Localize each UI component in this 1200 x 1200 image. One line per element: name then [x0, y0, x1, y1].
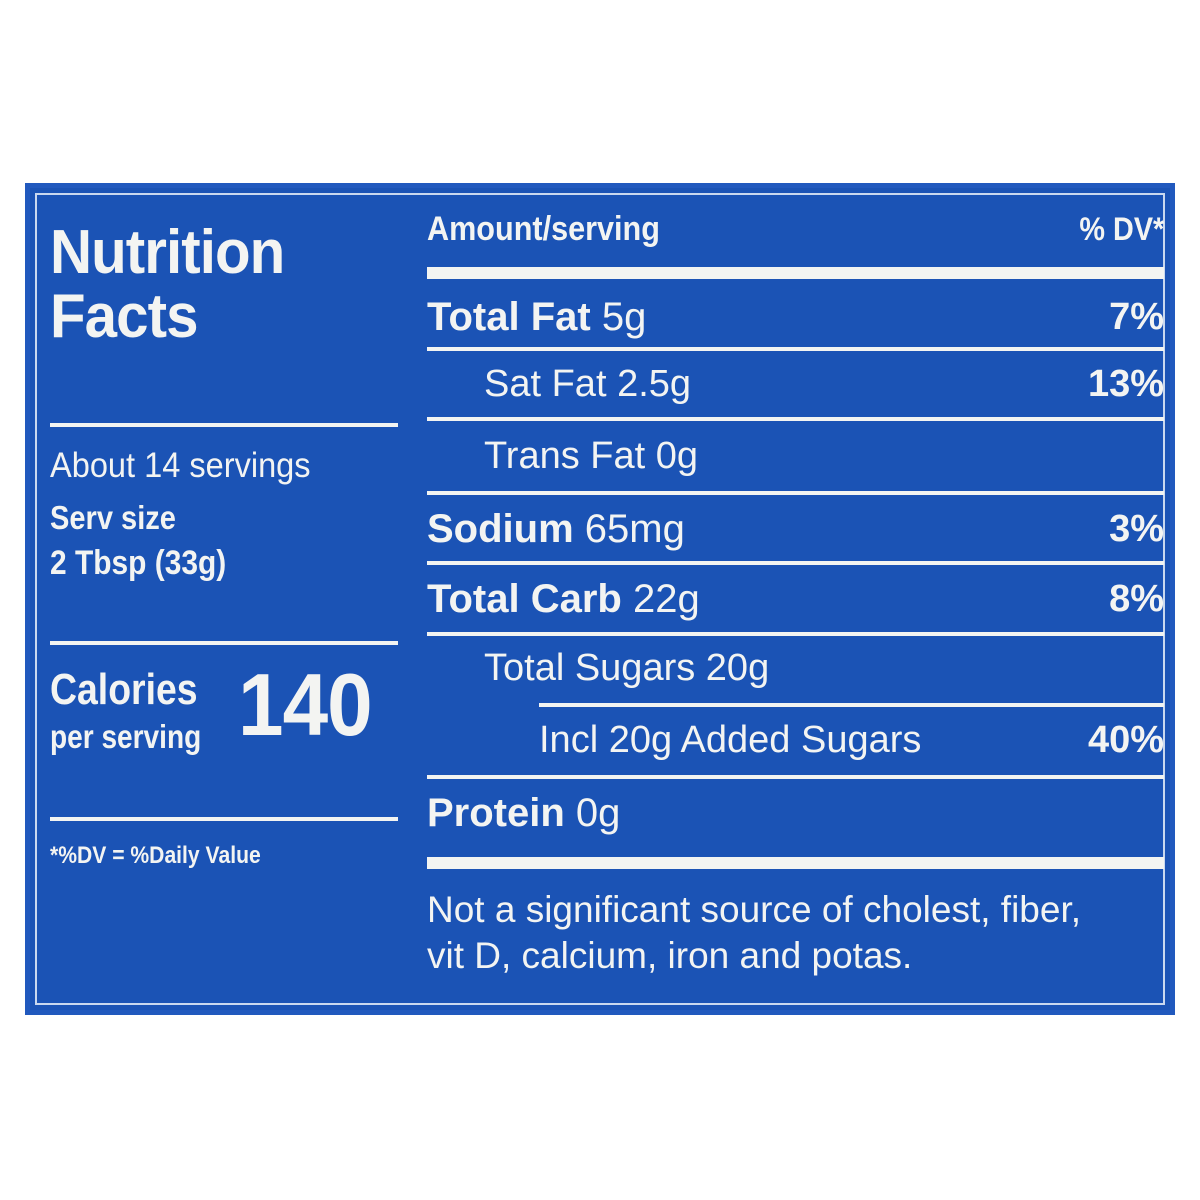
calories-block: Calories per serving 140 — [50, 659, 400, 797]
nutrient-dv: 13% — [1087, 363, 1164, 405]
left-column: Nutrition Facts About 14 servings Serv s… — [50, 195, 405, 1003]
rule-footer-thick — [427, 857, 1164, 869]
rule-below-calories — [50, 817, 398, 821]
not-significant-source-note: Not a significant source of cholest, fib… — [427, 887, 1164, 979]
nutrient-label: Protein — [427, 791, 565, 835]
nutrient-amount: 5g — [601, 295, 647, 339]
nutrient-label: Total Sugars — [484, 647, 696, 689]
nutrient-name: Sat Fat 2.5g — [484, 363, 691, 405]
rule-row-indent — [539, 703, 1164, 707]
nutrient-dv: 40% — [1087, 719, 1164, 761]
calories-label: Calories — [50, 665, 198, 714]
nutrient-name: Sodium 65mg — [427, 507, 685, 551]
rule-row — [427, 491, 1164, 495]
rule-row — [427, 775, 1164, 779]
calories-value: 140 — [238, 655, 373, 754]
nutrient-label: Trans Fat — [484, 435, 646, 477]
nutrient-dv: 8% — [1109, 578, 1164, 620]
nutrient-table: Amount/serving % DV* Total Fat 5g 7% — [427, 195, 1167, 1003]
label-inner-border: Nutrition Facts About 14 servings Serv s… — [35, 193, 1165, 1005]
nutrient-amount: 0g — [655, 435, 699, 477]
nutrient-name: Incl 20g Added Sugars — [539, 719, 921, 761]
title-line-1: Nutrition — [50, 218, 285, 287]
label-body: Nutrition Facts About 14 servings Serv s… — [37, 195, 1164, 1003]
nutrient-amount: 0g — [575, 791, 621, 835]
nutrient-amount: 20g — [705, 647, 770, 689]
nutrient-label: Total Fat — [427, 295, 591, 339]
nutrition-facts-label: Nutrition Facts About 14 servings Serv s… — [25, 183, 1175, 1015]
servings-per-container: About 14 servings — [50, 446, 311, 485]
nutrient-name: Trans Fat 0g — [484, 435, 698, 477]
nutrient-amount: 2.5g — [617, 363, 692, 405]
column-header-amount: Amount/serving — [427, 210, 660, 248]
nutrient-amount: 22g — [632, 577, 700, 621]
rule-row — [427, 561, 1164, 565]
nutrient-dv: 3% — [1109, 508, 1164, 550]
rule-row — [427, 632, 1164, 636]
nutrient-name: Total Sugars 20g — [484, 647, 769, 689]
serving-size-value: 2 Tbsp (33g) — [50, 544, 227, 582]
page-title: Nutrition Facts — [50, 221, 379, 349]
nutrient-name: Total Carb 22g — [427, 577, 700, 621]
rule-row — [427, 417, 1164, 421]
nutrient-name: Protein 0g — [427, 791, 620, 835]
nutrient-label: Sodium — [427, 507, 574, 551]
rule-under-title — [50, 423, 398, 427]
daily-value-footnote: *%DV = %Daily Value — [50, 842, 261, 869]
note-line-1: Not a significant source of cholest, fib… — [427, 889, 1082, 930]
nutrient-label: Incl 20g Added Sugars — [539, 719, 922, 761]
calories-sublabel: per serving — [50, 718, 202, 755]
nutrient-label: Sat Fat — [484, 363, 607, 405]
rule-header-thick — [427, 267, 1164, 279]
nutrient-name: Total Fat 5g — [427, 295, 646, 339]
note-line-2: vit D, calcium, iron and potas. — [427, 935, 913, 976]
nutrient-amount: 65mg — [584, 507, 685, 551]
column-header-dv: % DV* — [1079, 211, 1164, 247]
nutrient-label: Total Carb — [427, 577, 622, 621]
nutrient-dv: 7% — [1109, 296, 1164, 338]
title-line-2: Facts — [50, 282, 198, 351]
rule-above-calories — [50, 641, 398, 645]
rule-row — [427, 347, 1164, 351]
serving-size-label: Serv size — [50, 499, 176, 536]
